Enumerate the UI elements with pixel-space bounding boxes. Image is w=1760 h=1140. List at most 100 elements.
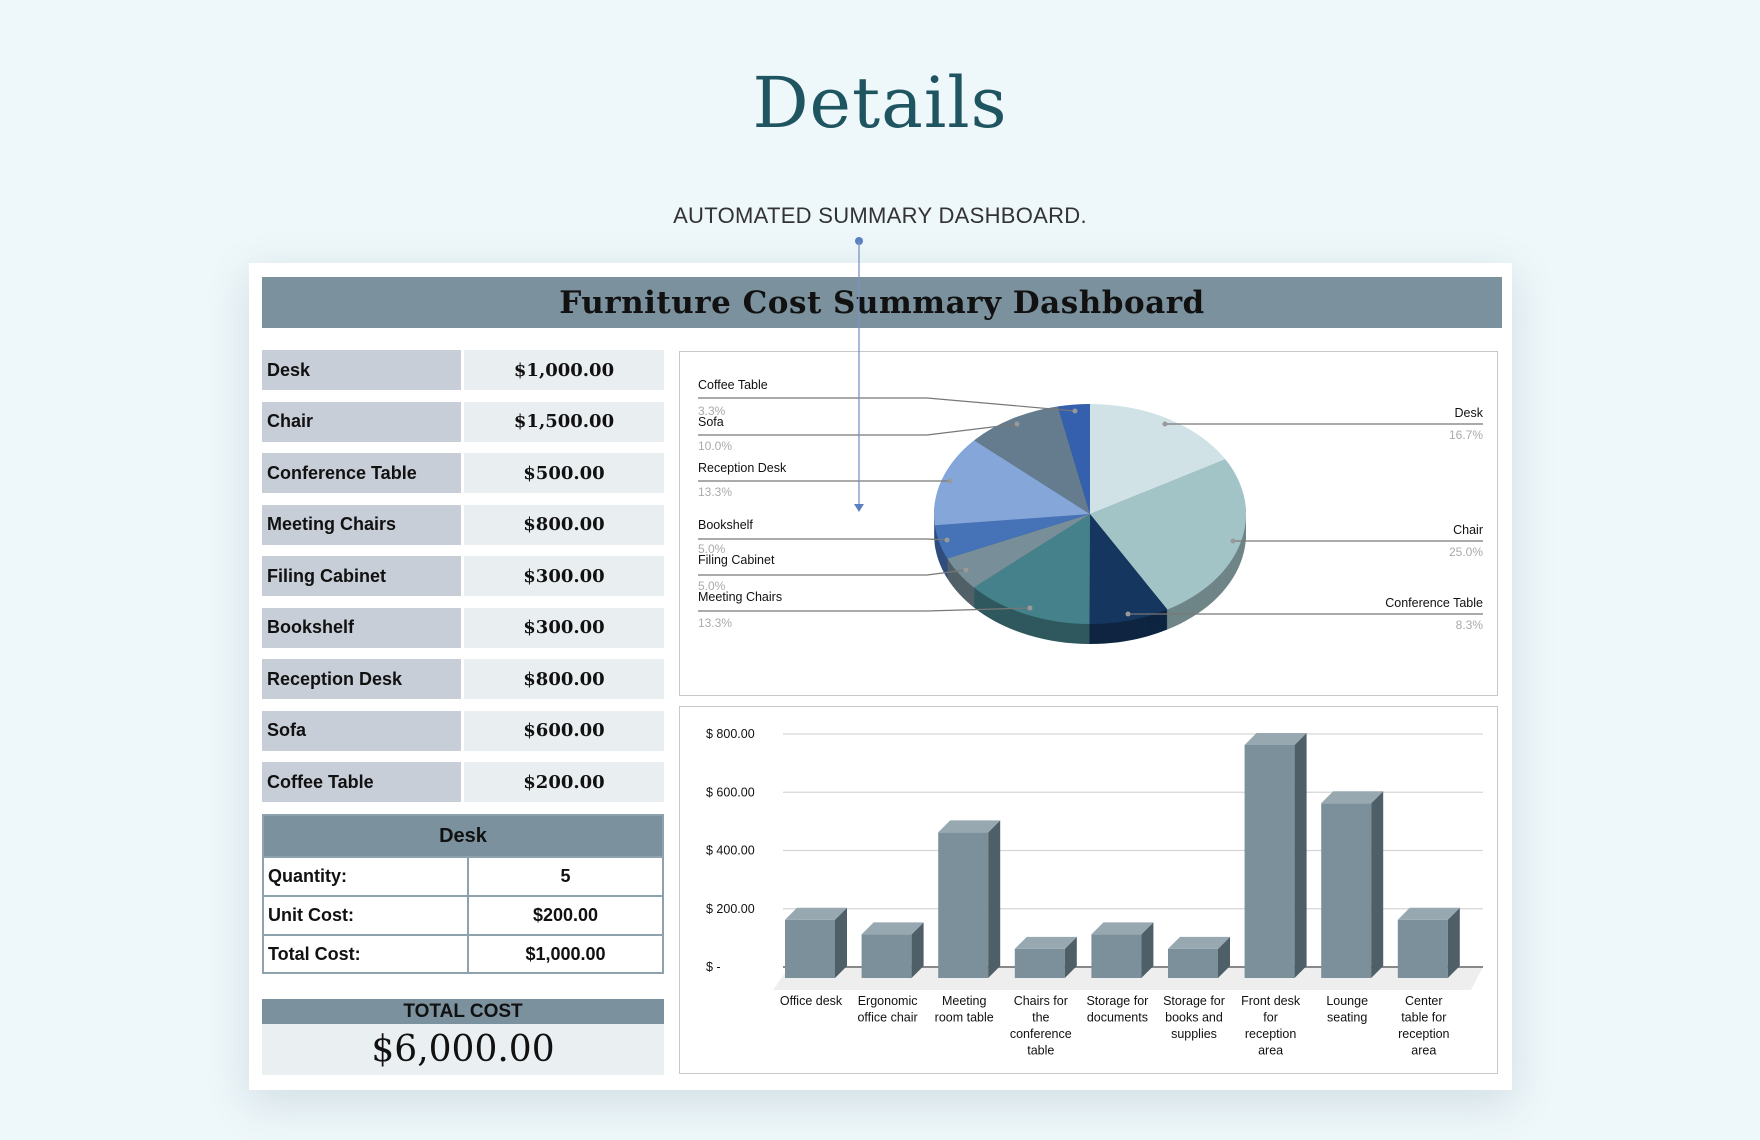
cost-row[interactable]: Chair $1,500.00: [262, 401, 664, 442]
bar-front: [1168, 948, 1218, 978]
pie-slice[interactable]: [1090, 459, 1246, 610]
bar[interactable]: [1321, 791, 1384, 978]
pie-label-pct: 3.3%: [698, 404, 726, 418]
item-name: Desk: [262, 350, 461, 390]
pie-label-pct: 5.0%: [698, 542, 726, 556]
cost-row[interactable]: Reception Desk $800.00: [262, 659, 664, 699]
grand-total-value: $6,000.00: [262, 1024, 664, 1075]
bar-front: [1321, 803, 1372, 978]
bar[interactable]: [1397, 907, 1460, 978]
y-tick-label: $ -: [706, 960, 721, 974]
item-cost: $200.00: [464, 762, 664, 802]
detail-row-total-cost: Total Cost: $1,000.00: [264, 934, 662, 973]
item-name: Sofa: [262, 710, 461, 751]
bar[interactable]: [1014, 936, 1077, 978]
pie-label: Desk 16.7%: [1162, 406, 1484, 442]
item-cost: $800.00: [464, 504, 664, 545]
pie-chart-panel: Desk 16.7% Chair 25.0% Conference Table 8.3% M…: [679, 351, 1498, 696]
bar-front: [785, 919, 835, 978]
bar-front: [1244, 745, 1295, 978]
x-tick-label: Chairs for the conference table: [1010, 994, 1072, 1058]
leader-line: [698, 538, 948, 541]
bar-side: [1371, 791, 1384, 978]
pie-label: Sofa 10.0%: [698, 415, 1020, 453]
pie-label-pct: 16.7%: [1449, 428, 1483, 442]
cost-row[interactable]: Sofa $600.00: [262, 710, 664, 751]
dashboard-title: Furniture Cost Summary Dashboard: [262, 277, 1502, 328]
pie-slice[interactable]: [947, 514, 1090, 588]
pie-label-pct: 8.3%: [1456, 618, 1484, 632]
pie-label-name: Desk: [1455, 406, 1484, 420]
bar-top: [1091, 922, 1154, 935]
x-tick-label: Front desk for reception area: [1241, 994, 1301, 1058]
bar[interactable]: [861, 922, 924, 978]
pie-label: Reception Desk 13.3%: [698, 461, 953, 499]
page-title: Details: [752, 62, 1008, 144]
cost-row[interactable]: Meeting Chairs $800.00: [262, 504, 664, 545]
pie-label-name: Sofa: [698, 415, 724, 429]
bar-top: [938, 820, 1001, 833]
pie-label-name: Coffee Table: [698, 378, 768, 392]
item-cost: $1,500.00: [464, 401, 664, 442]
bar-top: [785, 907, 847, 920]
bar-top: [1397, 907, 1460, 920]
cost-row[interactable]: Coffee Table $200.00: [262, 762, 664, 802]
pie-label-pct: 13.3%: [698, 485, 732, 499]
leader-dot: [1230, 538, 1236, 544]
x-tick-label: Meeting room table: [935, 994, 994, 1025]
leader-dot: [1014, 421, 1020, 427]
pie-label-pct: 25.0%: [1449, 545, 1483, 559]
leader-line: [698, 607, 1031, 612]
pie-label-name: Filing Cabinet: [698, 553, 775, 567]
bar[interactable]: [1244, 733, 1307, 978]
detail-row-unit-cost: Unit Cost: $200.00: [264, 895, 662, 934]
leader-dot: [1125, 611, 1131, 617]
bar-side: [911, 922, 924, 978]
item-name: Filing Cabinet: [262, 556, 461, 596]
pie-slice[interactable]: [1090, 404, 1226, 514]
pie-slice[interactable]: [1057, 404, 1090, 514]
annotation-dot: [855, 237, 863, 245]
bar[interactable]: [785, 907, 847, 978]
x-tick-label: Office desk: [780, 994, 843, 1008]
page-subtitle: AUTOMATED SUMMARY DASHBOARD.: [673, 203, 1087, 228]
leader-dot: [944, 537, 950, 543]
cost-row[interactable]: Conference Table $500.00: [262, 453, 664, 493]
pie-label: Coffee Table 3.3%: [698, 378, 1078, 418]
x-tick-label: Storage for books and supplies: [1163, 994, 1225, 1041]
bar-side: [1294, 733, 1307, 978]
bar-top: [861, 922, 924, 935]
pie-label-name: Conference Table: [1385, 596, 1483, 610]
bar-chart-panel: $ - $ 200.00 $ 400.00 $ 600.00 $ 800.00 Offic…: [679, 706, 1498, 1074]
bar[interactable]: [938, 820, 1001, 978]
bar-chart: $ - $ 200.00 $ 400.00 $ 600.00 $ 800.00 Offic…: [706, 727, 1483, 1058]
bar[interactable]: [1168, 936, 1230, 978]
cost-row[interactable]: Filing Cabinet $300.00: [262, 556, 664, 596]
leader-line: [698, 397, 1076, 412]
pie-slice[interactable]: [934, 440, 1090, 526]
leader-dot: [1027, 605, 1033, 611]
pie-slice[interactable]: [973, 514, 1090, 624]
total-cost-label: Total Cost:: [264, 936, 469, 973]
bar[interactable]: [1091, 922, 1154, 978]
pie-label: Chair 25.0%: [1230, 523, 1483, 559]
pie-label-name: Meeting Chairs: [698, 590, 782, 604]
pie-label: Filing Cabinet 5.0%: [698, 553, 969, 593]
cost-row[interactable]: Desk $1,000.00: [262, 350, 664, 390]
bar-top: [1014, 936, 1077, 949]
pie-slice[interactable]: [974, 406, 1090, 514]
item-cost: $1,000.00: [464, 350, 664, 390]
pie-label-pct: 13.3%: [698, 616, 732, 630]
unit-cost-value: $200.00: [532, 905, 599, 925]
pie-slice[interactable]: [1089, 514, 1168, 624]
detail-selected-item[interactable]: Desk: [264, 816, 662, 856]
pie-slice[interactable]: [934, 514, 1090, 559]
item-cost: $800.00: [464, 659, 664, 699]
cost-row[interactable]: Bookshelf $300.00: [262, 607, 664, 648]
item-name: Meeting Chairs: [262, 504, 461, 545]
pie-label-name: Reception Desk: [698, 461, 787, 475]
leader-line: [698, 423, 1018, 436]
unit-cost-label: Unit Cost:: [264, 897, 469, 934]
y-tick-label: $ 600.00: [706, 785, 755, 799]
bar-side: [835, 907, 847, 978]
